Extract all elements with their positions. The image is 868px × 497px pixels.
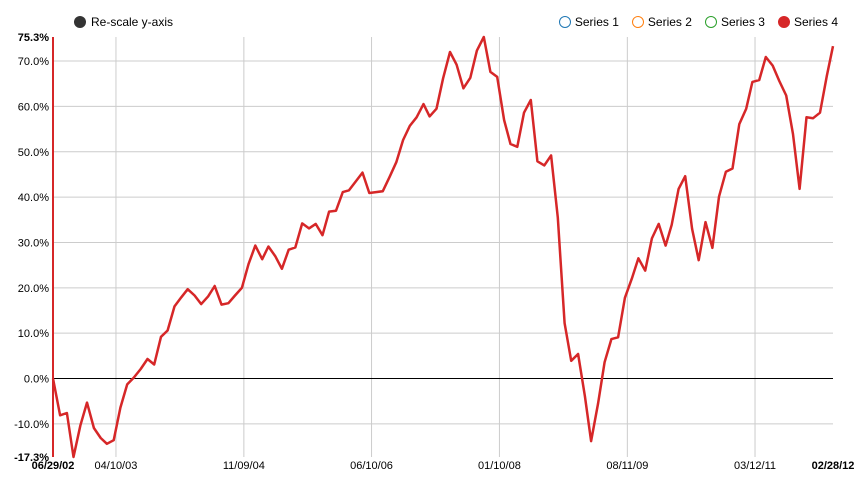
legend-label-series-1: Series 1 bbox=[574, 15, 619, 29]
vertical-grid bbox=[115, 37, 756, 457]
y-tick-label: 20.0% bbox=[18, 283, 49, 295]
series-4-circle-icon bbox=[777, 16, 790, 28]
series-line-series-4 bbox=[51, 35, 835, 459]
y-tick-label: 30.0% bbox=[18, 237, 49, 249]
x-tick-label: 08/11/09 bbox=[606, 460, 648, 472]
x-tick-label: 06/10/06 bbox=[350, 460, 393, 472]
rescale-toggle-dot-icon bbox=[74, 16, 86, 28]
x-tick-label: 01/10/08 bbox=[478, 460, 521, 472]
y-max-label: 75.3% bbox=[18, 32, 49, 44]
series-layer bbox=[51, 35, 835, 459]
x-tick-label: 03/12/11 bbox=[734, 460, 776, 472]
legend-item-series-1[interactable]: Series 1 bbox=[558, 15, 619, 29]
legend-item-series-3[interactable]: Series 3 bbox=[704, 15, 765, 29]
y-tick-label: -10.0% bbox=[14, 419, 49, 431]
legend-label-series-2: Series 2 bbox=[647, 15, 692, 29]
legend-label-series-4: Series 4 bbox=[793, 15, 838, 29]
y-tick-label: 10.0% bbox=[18, 328, 49, 340]
x-axis-tick-labels: 04/10/03 11/09/04 06/10/06 01/10/08 08/11/09… bbox=[32, 460, 855, 472]
legend: Series 1 Series 2 Series 3 Series 4 bbox=[558, 13, 838, 31]
y-axis-tick-labels: -10.0% 0.0% 10.0% 20.0% 30.0% 40.0% 50.0% 60.0%… bbox=[14, 32, 49, 464]
x-end-label: 02/28/12 bbox=[812, 460, 855, 472]
x-start-label: 06/29/02 bbox=[32, 460, 75, 472]
y-tick-label: 70.0% bbox=[18, 56, 49, 68]
rescale-y-axis-toggle[interactable]: Re-scale y-axis bbox=[74, 13, 173, 31]
legend-label-series-3: Series 3 bbox=[720, 15, 765, 29]
x-tick-label: 11/09/04 bbox=[223, 460, 265, 472]
series-3-circle-icon bbox=[704, 16, 717, 28]
legend-item-series-2[interactable]: Series 2 bbox=[631, 15, 692, 29]
series-1-circle-icon bbox=[558, 16, 571, 28]
rescale-toggle-label: Re-scale y-axis bbox=[91, 15, 174, 29]
y-tick-label: 60.0% bbox=[18, 101, 49, 113]
series-2-circle-icon bbox=[631, 16, 644, 28]
y-tick-label: 50.0% bbox=[18, 147, 49, 159]
y-tick-label: 0.0% bbox=[24, 374, 49, 386]
y-min-label: -17.3% bbox=[14, 452, 49, 464]
legend-item-series-4[interactable]: Series 4 bbox=[777, 15, 838, 29]
horizontal-grid bbox=[53, 60, 833, 425]
x-tick-label: 04/10/03 bbox=[95, 460, 138, 472]
y-tick-label: 40.0% bbox=[18, 192, 49, 204]
